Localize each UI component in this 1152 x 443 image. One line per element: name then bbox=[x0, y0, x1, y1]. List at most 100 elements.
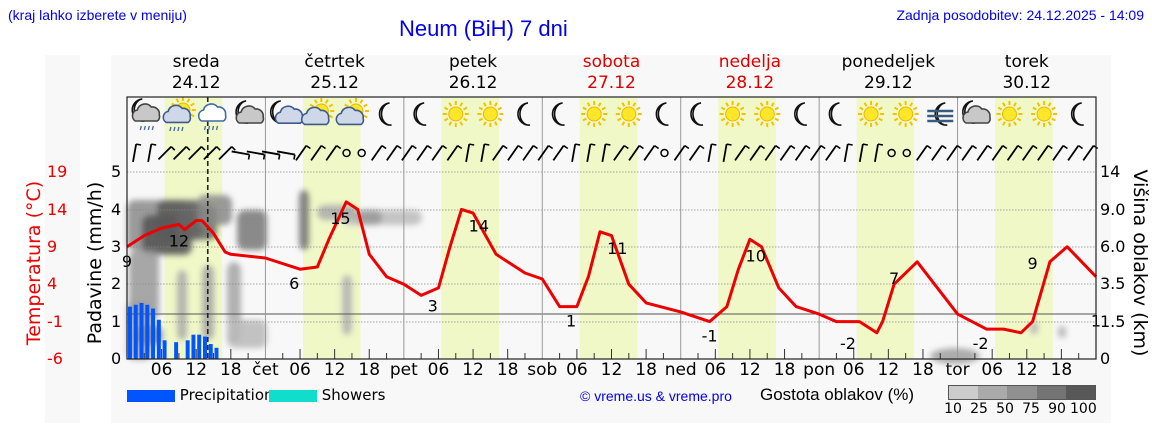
time-tick: tor bbox=[945, 360, 970, 380]
wind-barb bbox=[571, 143, 581, 163]
time-tick: 18 bbox=[773, 360, 796, 380]
location-menu-hint[interactable]: (kraj lahko izberete v meniju) bbox=[8, 7, 187, 23]
barb-flag bbox=[877, 143, 884, 146]
temperature-label: 9 bbox=[1027, 254, 1037, 273]
barb-shaft bbox=[749, 145, 762, 161]
barb-shaft bbox=[643, 145, 656, 161]
barb-flag bbox=[862, 143, 868, 146]
rain-drop bbox=[143, 125, 146, 131]
wind-barb bbox=[172, 145, 191, 161]
barb-shaft bbox=[552, 145, 565, 161]
rain-drop bbox=[169, 126, 172, 132]
sun-disc bbox=[898, 106, 914, 122]
precipitation-tick: 5 bbox=[111, 162, 122, 181]
cloud-density-title: Gostota oblakov (%) bbox=[760, 385, 915, 404]
day-name: nedelja bbox=[718, 52, 782, 72]
temperature-tick: 14 bbox=[47, 200, 68, 219]
sun-ray bbox=[720, 106, 726, 111]
barb-shaft bbox=[976, 145, 989, 161]
barb-flag bbox=[1077, 144, 1084, 150]
wind-barb bbox=[357, 148, 366, 158]
wind-barb bbox=[537, 144, 554, 161]
barb-shaft bbox=[325, 145, 338, 161]
copyright-link[interactable]: © vreme.us & vreme.pro bbox=[580, 388, 732, 404]
sun-icon bbox=[477, 101, 504, 127]
barb-shaft bbox=[1067, 145, 1080, 161]
moon-icon bbox=[378, 102, 392, 126]
moon-shape bbox=[413, 102, 427, 126]
sun-ray bbox=[1036, 121, 1041, 126]
barb-shaft bbox=[386, 145, 398, 161]
barb-shaft bbox=[203, 145, 218, 161]
sun-ray bbox=[617, 117, 622, 122]
sun-ray bbox=[859, 117, 864, 122]
sun-ray bbox=[720, 117, 726, 122]
day-header: sobota 27.12 bbox=[543, 52, 681, 94]
wind-barb bbox=[991, 144, 1008, 161]
barb-shaft bbox=[991, 145, 1004, 161]
sun-ray bbox=[494, 121, 498, 126]
sun-ray bbox=[497, 117, 503, 122]
sun-ray bbox=[739, 117, 745, 122]
sun-ray bbox=[344, 103, 349, 108]
sun-ray bbox=[601, 106, 606, 111]
barb-flag bbox=[216, 146, 221, 151]
wind-barb bbox=[261, 150, 281, 160]
wind-barb bbox=[480, 143, 490, 163]
cloud-density-tick: 50 bbox=[996, 401, 1014, 417]
barb-shaft bbox=[961, 145, 974, 161]
cloud-blob bbox=[177, 270, 187, 340]
cloud-shape bbox=[300, 106, 330, 126]
wind-barb bbox=[843, 143, 853, 163]
cloud-blob bbox=[930, 348, 980, 364]
temperature-label: -2 bbox=[840, 334, 856, 353]
barb-shaft bbox=[480, 143, 486, 163]
rain-drop bbox=[203, 125, 207, 131]
legend-showers: Showers bbox=[269, 386, 385, 404]
cloud-blob bbox=[1058, 326, 1066, 338]
barb-flag bbox=[775, 144, 781, 150]
wind-barb bbox=[325, 144, 342, 161]
barb-flag bbox=[293, 154, 296, 160]
sun-ray bbox=[774, 106, 779, 111]
legend-precipitation: Precipitation bbox=[127, 386, 274, 404]
sun-ray bbox=[770, 102, 775, 107]
barb-flag bbox=[442, 144, 448, 150]
barb-flag bbox=[320, 144, 326, 150]
wind-barb bbox=[231, 150, 251, 160]
moon-icon bbox=[794, 102, 807, 126]
wind-barb bbox=[1037, 144, 1053, 161]
sun-ray bbox=[770, 121, 775, 126]
barb-flag bbox=[563, 144, 569, 150]
day-name: sreda bbox=[172, 52, 220, 72]
wind-barb bbox=[931, 144, 947, 161]
sun-ray bbox=[912, 106, 918, 111]
sun-ray bbox=[463, 117, 468, 122]
barb-flag bbox=[605, 143, 611, 146]
cloud-shape bbox=[197, 103, 227, 122]
temperature-label: 10 bbox=[746, 246, 766, 265]
moon-shape bbox=[517, 102, 531, 126]
barb-flag bbox=[469, 143, 475, 146]
sun-ray bbox=[632, 121, 637, 126]
sun-ray bbox=[1047, 102, 1052, 107]
wind-barb bbox=[276, 150, 296, 160]
sun-disc bbox=[1036, 106, 1052, 122]
sun-ray bbox=[636, 117, 641, 122]
time-tick: 12 bbox=[185, 360, 208, 380]
rain-drop bbox=[181, 126, 184, 132]
barb-shaft bbox=[571, 143, 577, 163]
barb-flag bbox=[1002, 144, 1008, 150]
barb-flag bbox=[726, 143, 732, 146]
sun-ray bbox=[863, 121, 868, 126]
sun-ray bbox=[483, 102, 487, 107]
time-tick: 18 bbox=[1050, 360, 1073, 380]
sun-ray bbox=[478, 117, 484, 122]
barb-flag bbox=[623, 144, 629, 150]
sun-ray bbox=[774, 117, 779, 122]
moon-cloud-icon bbox=[235, 100, 265, 124]
sun-icon bbox=[442, 101, 469, 127]
cloud-density-swatch bbox=[978, 386, 1008, 399]
wind-barb bbox=[902, 148, 911, 158]
barb-shaft bbox=[537, 145, 550, 161]
